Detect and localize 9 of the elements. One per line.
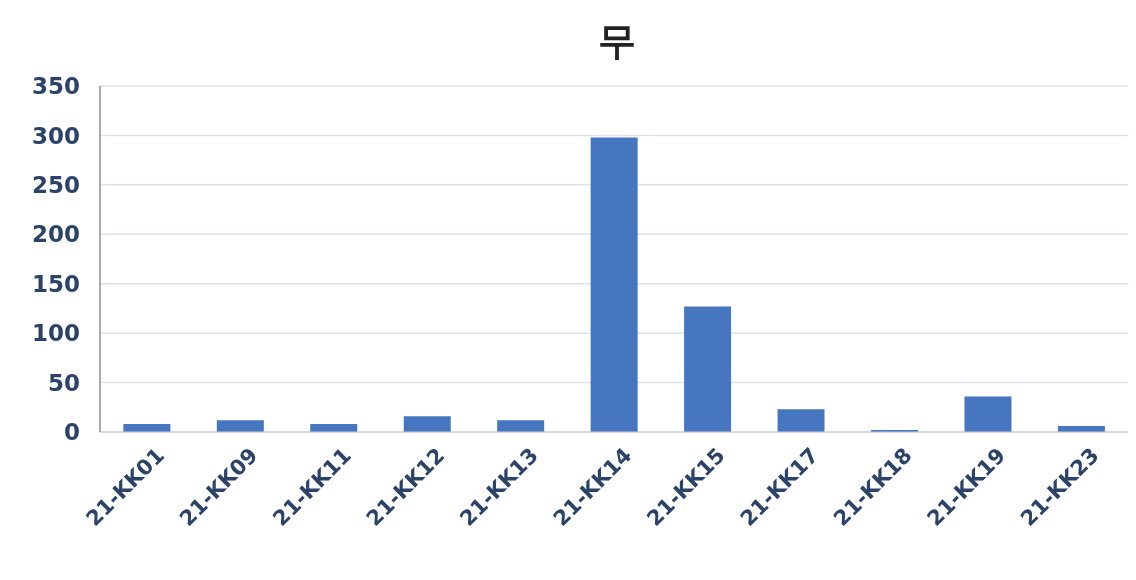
- y-tick-label: 350: [31, 73, 80, 100]
- y-tick-label: 50: [47, 369, 80, 396]
- y-tick-label: 150: [31, 270, 80, 297]
- chart-title: 무: [596, 18, 637, 65]
- y-tick-label: 250: [31, 172, 80, 199]
- y-tick-label: 0: [63, 419, 80, 446]
- y-tick-label: 300: [31, 122, 80, 149]
- y-tick-label: 200: [31, 221, 80, 248]
- y-tick-label: 100: [31, 320, 80, 347]
